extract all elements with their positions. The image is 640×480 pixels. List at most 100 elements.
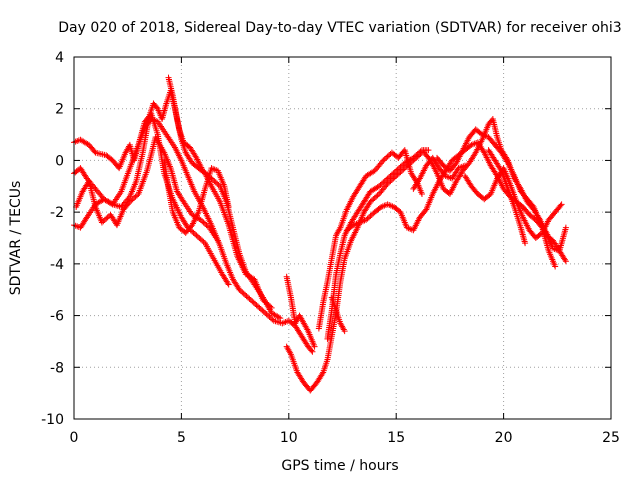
- data-point: [225, 203, 232, 210]
- data-point: [275, 314, 282, 321]
- y-tick-label: -10: [41, 412, 64, 428]
- y-tick-label: 4: [55, 50, 64, 66]
- data-point: [410, 154, 417, 161]
- data-point: [202, 220, 209, 227]
- data-point: [391, 169, 398, 176]
- data-point: [397, 169, 404, 176]
- data-point: [400, 166, 407, 173]
- data-point: [268, 304, 275, 311]
- data-point: [225, 281, 232, 288]
- data-point: [262, 309, 269, 316]
- data-point: [224, 280, 231, 287]
- data-point: [388, 171, 395, 178]
- data-point: [396, 165, 403, 172]
- data-point: [203, 222, 210, 229]
- y-tick-label: 0: [55, 153, 64, 169]
- data-point: [379, 158, 386, 165]
- data-point: [250, 299, 257, 306]
- data-point: [261, 298, 268, 305]
- data-point: [247, 297, 254, 304]
- data-point: [378, 180, 385, 187]
- data-point: [415, 177, 422, 184]
- data-point: [397, 163, 404, 170]
- data-point: [388, 176, 395, 183]
- data-point: [394, 166, 401, 173]
- data-point: [471, 151, 478, 158]
- data-point: [126, 198, 133, 205]
- data-point: [309, 348, 316, 355]
- data-point: [211, 178, 218, 185]
- x-axis-label: GPS time / hours: [281, 458, 398, 474]
- series-arc-9: [315, 147, 425, 332]
- data-point: [387, 172, 394, 179]
- data-point: [194, 233, 201, 240]
- data-point: [200, 238, 207, 245]
- data-point: [197, 236, 204, 243]
- data-point: [371, 194, 378, 201]
- data-point: [364, 215, 371, 222]
- data-point: [103, 215, 110, 222]
- data-point: [411, 153, 418, 160]
- series-arc-14: [434, 126, 569, 254]
- data-point: [214, 237, 221, 244]
- data-point: [269, 316, 276, 323]
- data-point: [212, 179, 219, 186]
- data-point: [132, 193, 139, 200]
- data-point: [384, 175, 391, 182]
- data-point: [390, 170, 397, 177]
- chart-title: Day 020 of 2018, Sidereal Day-to-day VTE…: [58, 20, 621, 36]
- data-point: [240, 290, 247, 297]
- data-point: [503, 158, 510, 165]
- data-point: [277, 315, 284, 322]
- data-point: [416, 149, 423, 156]
- data-point: [461, 162, 468, 169]
- data-point: [249, 298, 256, 305]
- data-point: [190, 229, 197, 236]
- data-point: [189, 228, 196, 235]
- data-point: [257, 306, 264, 313]
- data-point: [418, 191, 425, 198]
- data-point: [153, 104, 160, 111]
- data-point: [265, 302, 272, 309]
- y-tick-label: 2: [55, 102, 64, 118]
- data-point: [394, 171, 401, 178]
- data-point: [383, 182, 390, 189]
- data-point: [414, 150, 421, 157]
- data-point: [214, 180, 221, 187]
- data-point: [384, 180, 391, 187]
- data-point: [108, 200, 115, 207]
- data-point: [377, 181, 384, 188]
- data-point: [380, 157, 387, 164]
- data-point: [266, 313, 273, 320]
- data-point: [100, 218, 107, 225]
- data-point: [393, 172, 400, 179]
- x-tick-label: 15: [387, 430, 405, 446]
- data-point: [367, 198, 374, 205]
- x-tick-label: 20: [495, 430, 513, 446]
- data-point: [522, 240, 529, 247]
- series-arc-7: [283, 273, 318, 350]
- data-point: [192, 231, 199, 238]
- series-arc-17: [410, 154, 468, 192]
- data-point: [368, 211, 375, 218]
- series-arc-16: [485, 147, 529, 247]
- data-point: [391, 174, 398, 181]
- data-point: [311, 343, 318, 350]
- data-point: [243, 293, 250, 300]
- data-point: [259, 307, 266, 314]
- data-points: [71, 74, 569, 394]
- data-point: [381, 156, 388, 163]
- data-point: [98, 219, 105, 226]
- data-point: [363, 216, 370, 223]
- plot-frame: [73, 56, 612, 420]
- data-point: [367, 213, 374, 220]
- data-point: [425, 147, 432, 154]
- x-tick-label: 10: [280, 430, 298, 446]
- data-point: [386, 174, 393, 181]
- y-axis-label: SDTVAR / TECUs: [8, 181, 24, 296]
- data-point: [398, 162, 405, 169]
- data-point: [319, 370, 326, 377]
